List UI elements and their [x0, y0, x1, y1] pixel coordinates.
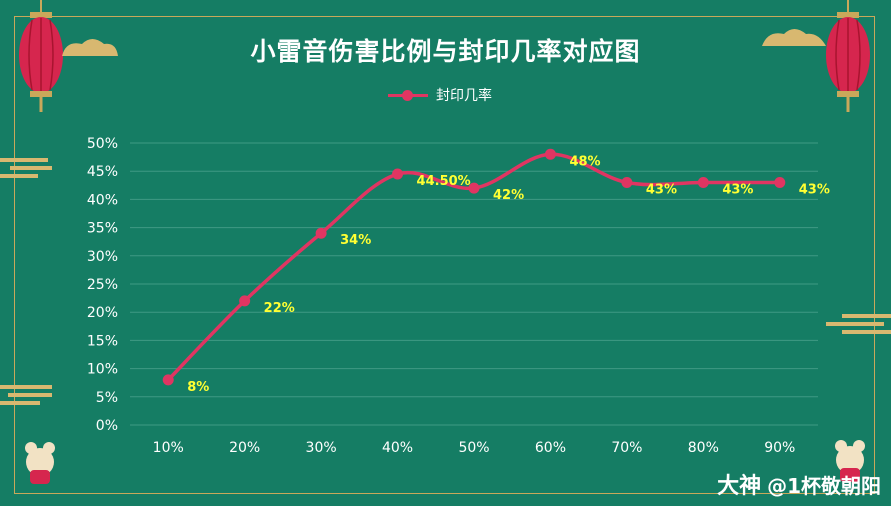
y-tick-label: 20%: [87, 305, 118, 321]
legend: 封印几率: [388, 84, 492, 106]
data-labels: 8% 22% 34% 44.50% 42% 48% 43% 43% 43%: [187, 154, 830, 395]
x-tick-label: 60%: [535, 440, 566, 456]
watermark-handle: @1杯敬朝阳: [767, 474, 881, 498]
x-tick-label: 80%: [688, 440, 719, 456]
data-label: 43%: [799, 182, 830, 197]
data-label: 44.50%: [417, 174, 471, 189]
x-axis-ticks: 10% 20% 30% 40% 50% 60% 70% 80% 90%: [153, 440, 796, 456]
data-point: [697, 176, 709, 188]
data-point: [239, 295, 251, 307]
y-tick-label: 5%: [96, 390, 118, 406]
x-tick-label: 30%: [306, 440, 337, 456]
data-point: [468, 182, 480, 194]
y-axis-ticks: 0% 5% 10% 15% 20% 25% 30% 35% 40% 45% 50%: [87, 136, 118, 434]
gridlines: [130, 142, 818, 426]
data-label: 43%: [646, 182, 677, 197]
series-line: [166, 152, 782, 382]
data-point: [621, 176, 633, 188]
data-label: 42%: [493, 188, 524, 203]
data-label: 43%: [722, 182, 753, 197]
y-tick-label: 45%: [87, 164, 118, 180]
mouse-mascot-icon: [25, 442, 55, 484]
x-tick-label: 90%: [764, 440, 795, 456]
data-label: 8%: [187, 380, 209, 395]
x-tick-label: 70%: [611, 440, 642, 456]
decorative-border: [14, 16, 875, 494]
y-tick-label: 0%: [96, 418, 118, 434]
data-point: [544, 148, 556, 160]
legend-label: 封印几率: [436, 88, 492, 104]
legend-swatch: [388, 88, 428, 102]
data-label: 48%: [569, 154, 600, 169]
x-tick-label: 20%: [229, 440, 260, 456]
gold-stripes-icon: [0, 158, 52, 178]
data-points: [162, 148, 786, 386]
chart-title: 小雷音伤害比例与封印几率对应图: [250, 37, 641, 66]
y-tick-label: 50%: [87, 136, 118, 152]
x-tick-label: 40%: [382, 440, 413, 456]
x-tick-label: 10%: [153, 440, 184, 456]
watermark-logo: 大神: [717, 474, 762, 499]
lantern-icon: [826, 0, 870, 112]
mouse-mascot-icon: [835, 440, 865, 482]
lantern-icon: [19, 0, 63, 112]
y-tick-label: 25%: [87, 277, 118, 293]
y-tick-label: 40%: [87, 192, 118, 208]
data-point: [162, 374, 174, 386]
y-tick-label: 10%: [87, 362, 118, 378]
gold-stripes-icon: [826, 314, 891, 334]
x-tick-label: 50%: [458, 440, 489, 456]
watermark: 大神 @1杯敬朝阳: [717, 468, 881, 500]
cloud-icon: [762, 29, 826, 46]
data-point: [774, 176, 786, 188]
data-label: 22%: [264, 301, 295, 316]
gold-stripes-icon: [0, 385, 52, 405]
y-tick-label: 35%: [87, 221, 118, 237]
data-label: 34%: [340, 233, 371, 248]
y-tick-label: 30%: [87, 249, 118, 265]
data-point: [392, 168, 404, 180]
data-point: [315, 227, 327, 239]
cloud-icon: [62, 39, 118, 56]
y-tick-label: 15%: [87, 333, 118, 349]
